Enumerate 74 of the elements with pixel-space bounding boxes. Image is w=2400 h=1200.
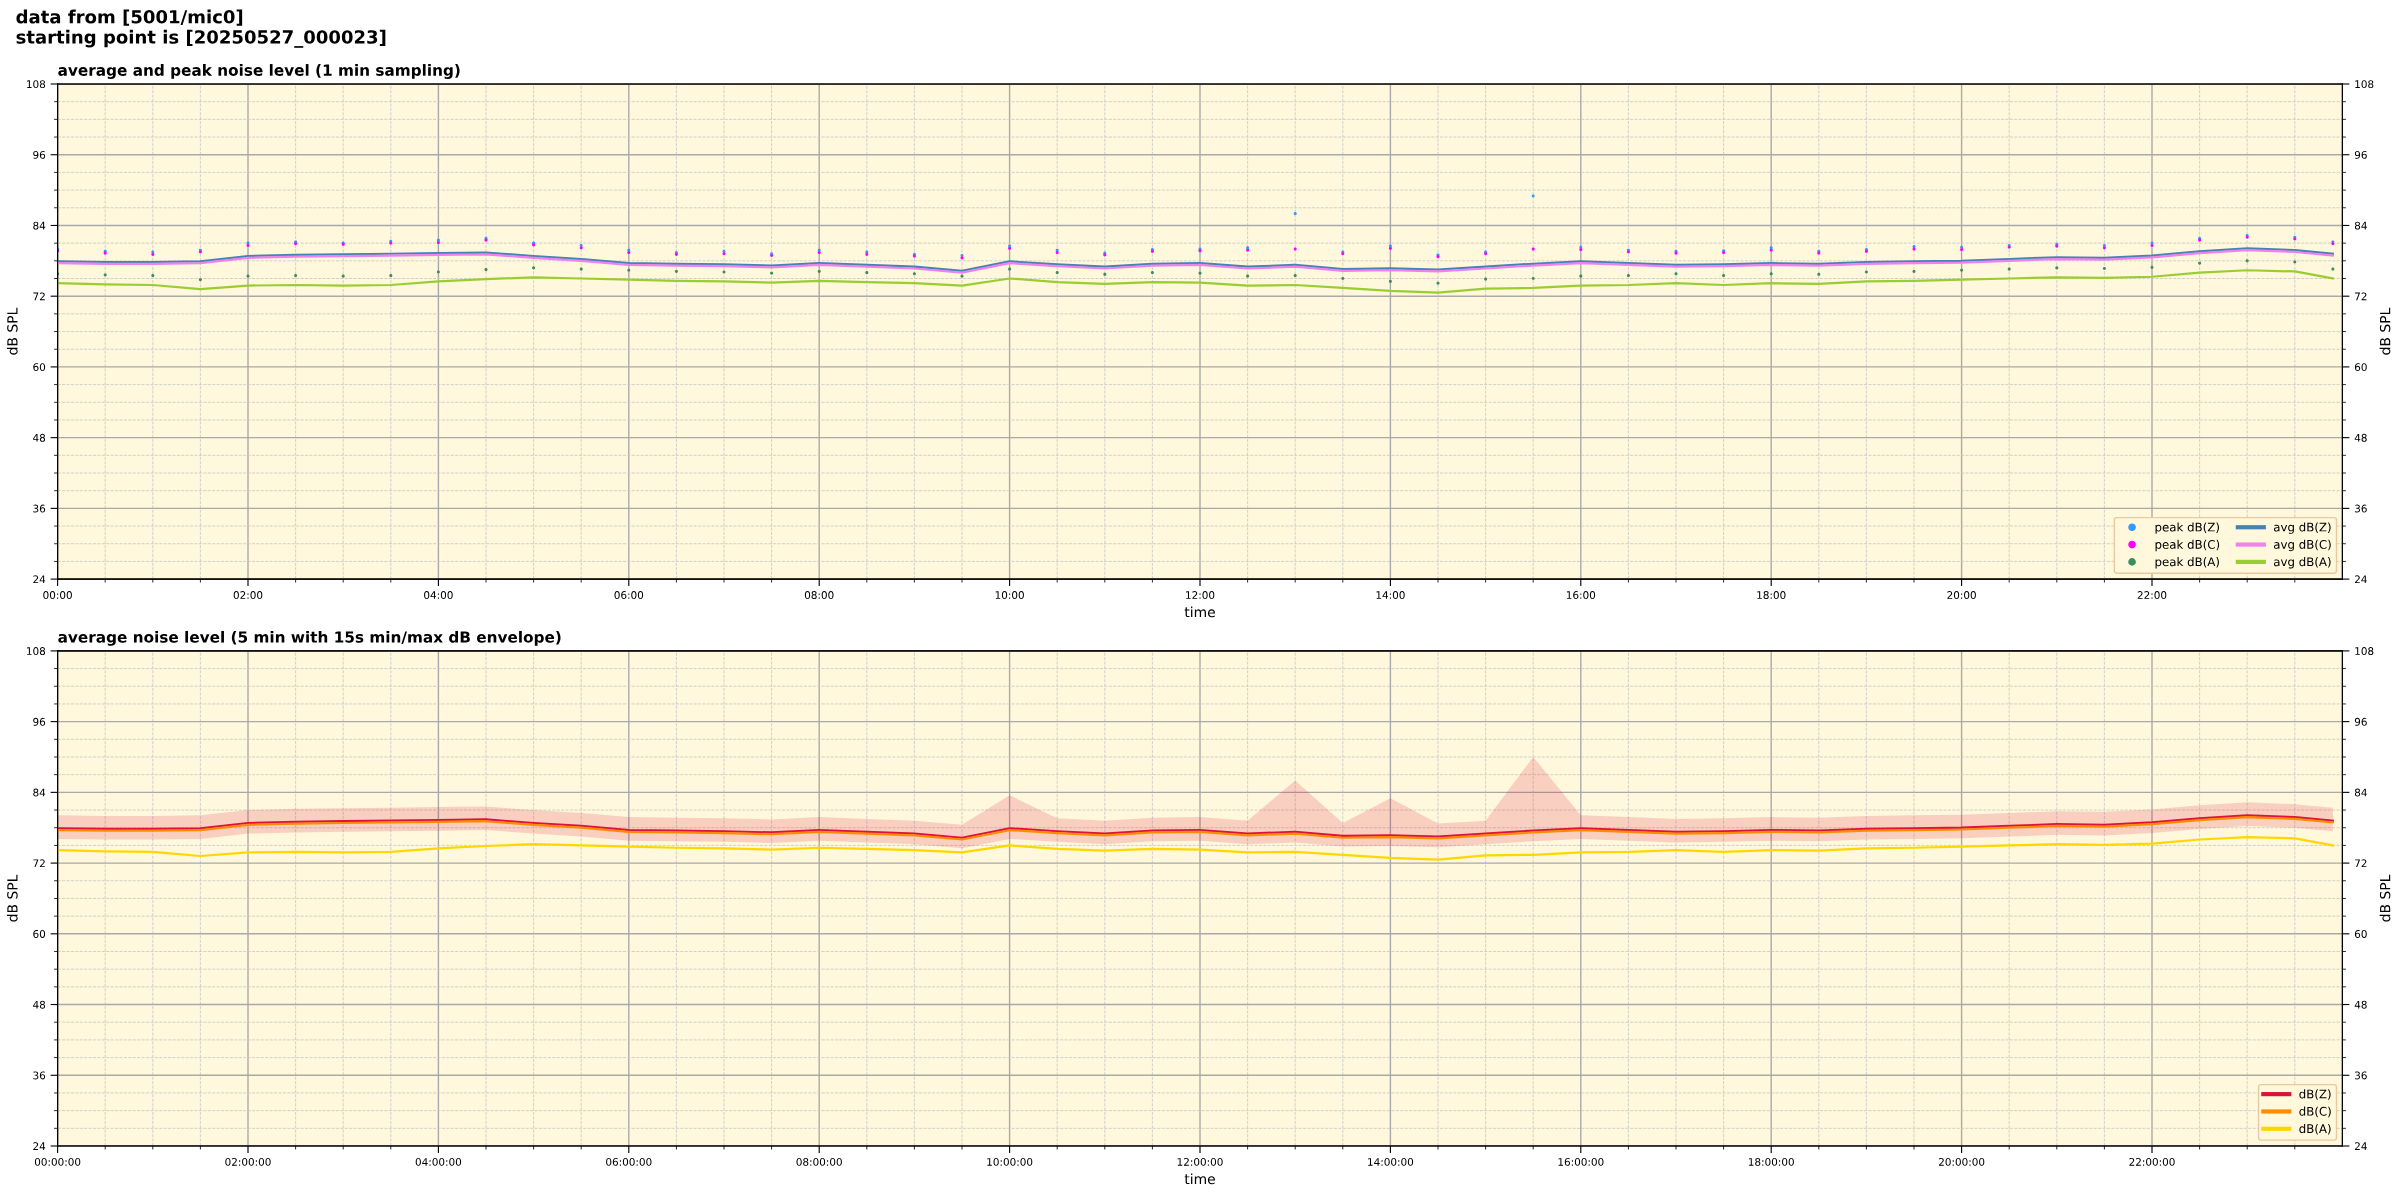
x-tick-label: 18:00:00 (1748, 1157, 1794, 1166)
x-tick-label: 14:00 (1376, 591, 1405, 599)
legend-label: dB(Z) (2299, 1089, 2331, 1100)
y2-tick-label: 24 (2354, 575, 2367, 584)
x-tick-label: 06:00 (614, 591, 644, 599)
x-tick-label: 22:00 (2137, 591, 2167, 599)
y-tick-label: 60 (33, 930, 46, 938)
x-tick-label: 16:00:00 (1558, 1157, 1604, 1166)
x-tick-label: 10:00 (995, 591, 1024, 599)
chart-title: average noise level (5 min with 15s min/max dB envelope) (58, 630, 561, 646)
y2-tick-label: 108 (2355, 647, 2374, 655)
y2-tick-label: 72 (2355, 292, 2367, 301)
y-tick-label: 72 (33, 859, 45, 868)
y-tick-label: 108 (27, 80, 46, 89)
legend-label: dB(A) (2299, 1123, 2331, 1135)
x-tick-label: 18:00 (1757, 591, 1786, 599)
x-tick-label: 22:00:00 (2129, 1157, 2175, 1166)
x-tick-label: 14:00:00 (1368, 1157, 1414, 1166)
y-axis-title: dB SPL (6, 874, 18, 922)
legend-label: peak dB(A) (2155, 557, 2219, 569)
x-axis-title: time (1184, 1173, 1215, 1185)
x-tick-label: 12:00:00 (1177, 1157, 1223, 1166)
x-tick-label: 08:00 (804, 591, 834, 599)
legend-label: peak dB(C) (2155, 539, 2220, 552)
y2-tick-label: 96 (2354, 150, 2367, 159)
x-tick-label: 02:00:00 (225, 1157, 271, 1166)
x-tick-label: 08:00:00 (796, 1157, 842, 1166)
y-tick-label: 60 (33, 363, 46, 372)
chart-title: average and peak noise level (1 min sampling) (58, 64, 460, 79)
legend-label: avg dB(Z) (2273, 522, 2331, 534)
y-tick-label: 84 (33, 788, 46, 797)
y2-tick-label: 36 (2355, 1071, 2367, 1080)
y2-tick-label: 24 (2354, 1142, 2367, 1150)
y-tick-label: 72 (33, 292, 45, 301)
y-tick-label: 48 (33, 433, 46, 442)
y-tick-label: 96 (33, 717, 46, 726)
legend-label: dB(C) (2299, 1106, 2331, 1118)
y-tick-label: 96 (33, 150, 46, 159)
x-tick-label: 10:00:00 (987, 1157, 1033, 1166)
x-tick-label: 04:00 (424, 591, 453, 599)
y2-tick-label: 48 (2354, 1000, 2367, 1009)
y2-tick-label: 84 (2354, 221, 2367, 230)
y2-tick-label: 60 (2354, 930, 2367, 938)
x-axis-title: time (1184, 606, 1215, 618)
y-tick-label: 48 (33, 1000, 46, 1009)
legend-label: peak dB(Z) (2155, 522, 2219, 534)
y-tick-label: 24 (33, 575, 46, 584)
y-tick-label: 84 (33, 221, 46, 230)
x-tick-label: 00:00:00 (34, 1157, 81, 1166)
y2-tick-label: 36 (2355, 504, 2367, 513)
legend-label: avg dB(A) (2273, 557, 2331, 569)
y2-tick-label: 84 (2354, 788, 2367, 797)
x-tick-label: 20:00 (1947, 591, 1976, 599)
y-tick-label: 36 (33, 504, 46, 513)
y-axis-title: dB SPL (6, 307, 18, 355)
y2-axis-title: dB SPL (2379, 874, 2391, 922)
y2-tick-label: 48 (2354, 433, 2367, 442)
x-tick-label: 16:00 (1566, 591, 1596, 599)
y2-tick-label: 72 (2355, 859, 2367, 868)
text: data from [5001/mic0] starting point is [20250527_000023] (16, 9, 386, 48)
x-tick-label: 04:00:00 (415, 1157, 462, 1166)
y2-axis-title: dB SPL (2379, 307, 2391, 355)
x-tick-label: 02:00 (233, 591, 263, 599)
y2-tick-label: 108 (2355, 80, 2374, 89)
x-tick-label: 06:00:00 (606, 1157, 652, 1166)
y2-tick-label: 60 (2354, 363, 2367, 372)
x-tick-label: 12:00 (1186, 591, 1215, 599)
y-tick-label: 24 (33, 1142, 46, 1150)
legend-label: avg dB(C) (2273, 539, 2331, 552)
y2-tick-label: 96 (2354, 717, 2367, 726)
x-tick-label: 20:00:00 (1938, 1157, 1985, 1166)
y-tick-label: 108 (27, 647, 46, 655)
y-tick-label: 36 (33, 1071, 46, 1080)
x-tick-label: 00:00 (43, 591, 72, 599)
